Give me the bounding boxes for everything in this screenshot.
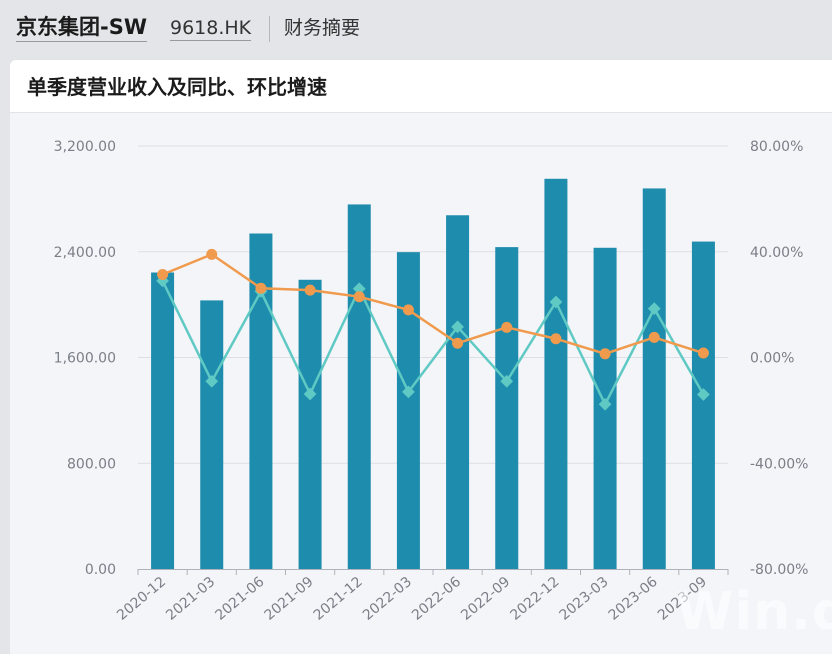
yoy-point-2022-03 <box>402 304 414 316</box>
bar-2021-03 <box>200 300 224 569</box>
yoy-point-2021-03 <box>206 248 218 260</box>
x-axis-tick-label: 2022-09 <box>458 574 513 624</box>
bar-2023-06 <box>642 188 666 569</box>
yoy-point-2021-12 <box>353 291 365 303</box>
bar-2021-09 <box>298 279 322 569</box>
yoy-point-2023-06 <box>648 331 660 343</box>
card-header: 单季度营业收入及同比、环比增速 <box>10 60 832 113</box>
x-axis-tick-label: 2023-06 <box>606 574 661 624</box>
left-axis-tick-label: 1,600.00 <box>54 351 116 367</box>
x-axis-tick-label: 2021-09 <box>262 574 317 624</box>
bar-2022-03 <box>396 252 420 570</box>
yoy-point-2022-12 <box>550 333 562 345</box>
bar-2021-06 <box>249 233 273 569</box>
bar-2022-09 <box>495 247 519 569</box>
left-axis-tick-label: 3,200.00 <box>54 139 116 155</box>
x-axis-tick-label: 2021-12 <box>311 574 366 624</box>
x-axis-tick-label: 2020-12 <box>114 574 169 624</box>
bar-2020-12 <box>151 272 175 569</box>
right-axis-tick-label: -80.00% <box>750 562 808 578</box>
chart-title: 单季度营业收入及同比、环比增速 <box>27 75 327 99</box>
top-bar: 京东集团-SW 9618.HK 财务摘要 <box>0 0 832 56</box>
x-axis-tick-label: 2022-12 <box>507 574 562 624</box>
left-axis-tick-label: 800.00 <box>67 456 116 472</box>
yoy-point-2022-06 <box>452 337 464 349</box>
right-axis-tick-label: 80.00% <box>750 139 803 155</box>
qoq-point-2021-09 <box>303 387 317 401</box>
stock-code-link[interactable]: 9618.HK <box>170 17 252 41</box>
x-axis-tick-label: 2021-06 <box>212 574 267 624</box>
qoq-point-2022-06 <box>451 320 464 334</box>
yoy-point-2023-09 <box>697 347 709 359</box>
bar-2023-09 <box>691 241 715 569</box>
yoy-point-2021-06 <box>255 282 267 294</box>
bar-2022-06 <box>446 215 470 570</box>
qoq-point-2021-12 <box>352 282 366 296</box>
divider <box>269 16 270 42</box>
section-label: 财务摘要 <box>284 17 361 39</box>
qoq-point-2022-09 <box>500 374 514 388</box>
yoy-point-2022-09 <box>501 321 513 333</box>
company-name-link[interactable]: 京东集团-SW <box>16 14 148 42</box>
qoq-point-2022-03 <box>402 385 415 399</box>
bar-2022-12 <box>544 178 568 569</box>
x-axis-tick-label: 2023-03 <box>557 574 612 624</box>
x-axis-tick-label: 2022-03 <box>360 574 415 624</box>
yoy-point-2020-12 <box>157 268 169 280</box>
left-axis-tick-label: 0.00 <box>85 562 116 578</box>
qoq-growth-line <box>161 280 705 406</box>
yoy-point-2023-03 <box>599 348 611 360</box>
x-axis-tick-label: 2021-03 <box>163 574 218 624</box>
right-axis-tick-label: 40.00% <box>750 245 803 261</box>
right-axis-tick-label: 0.00% <box>750 351 794 367</box>
left-axis-tick-label: 2,400.00 <box>54 245 116 261</box>
yoy-growth-line <box>162 253 704 356</box>
right-axis-tick-label: -40.00% <box>750 456 808 472</box>
x-axis-tick-label: 2022-06 <box>409 574 464 624</box>
yoy-point-2021-09 <box>304 284 316 296</box>
bar-2021-12 <box>347 204 371 569</box>
wind-watermark: Win.d <box>676 582 832 642</box>
qoq-point-2021-03 <box>205 374 219 388</box>
